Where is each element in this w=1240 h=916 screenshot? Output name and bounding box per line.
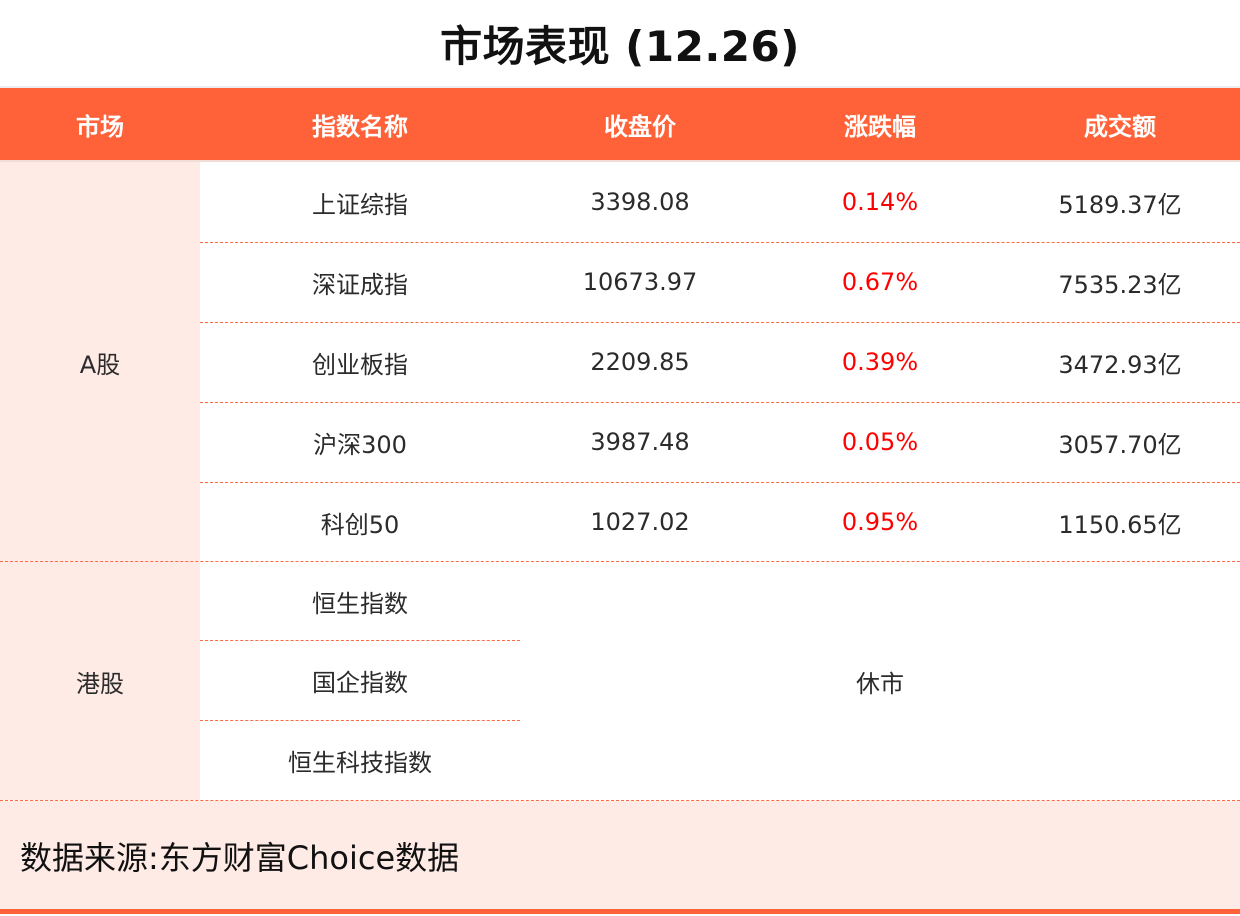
close-price: 2209.85 — [590, 348, 690, 376]
market-closed-status: 休市 — [856, 669, 904, 698]
volume: 5189.37亿 — [1058, 190, 1182, 219]
index-name: 国企指数 — [312, 668, 408, 697]
header-volume: 成交额 — [1084, 112, 1156, 141]
table-row: 深证成指 10673.97 0.67% 7535.23亿 — [200, 242, 1240, 322]
market-label-hk-shares: 港股 — [0, 562, 200, 800]
row-divider — [200, 402, 1240, 403]
volume: 7535.23亿 — [1058, 270, 1182, 299]
table-row: 科创50 1027.02 0.95% 1150.65亿 — [200, 482, 1240, 562]
header-market: 市场 — [76, 112, 124, 141]
section-a-shares: A股 上证综指 3398.08 0.14% 5189.37亿 深证成指 1067… — [0, 162, 1240, 562]
header-index-name: 指数名称 — [312, 112, 408, 141]
change-pct: 0.95% — [841, 508, 919, 536]
close-price: 3987.48 — [590, 428, 690, 456]
close-price: 3398.08 — [590, 188, 690, 216]
market-label-a-shares: A股 — [0, 162, 200, 562]
row-divider — [200, 640, 520, 641]
section-hk-shares: 港股 恒生指数 国企指数 恒生科技指数 休市 — [0, 562, 1240, 800]
index-name: 上证综指 — [312, 190, 408, 219]
table-row: 恒生科技指数 — [200, 720, 1240, 800]
row-divider — [200, 242, 1240, 243]
close-price: 1027.02 — [590, 508, 690, 536]
page-title: 市场表现 (12.26) — [440, 21, 800, 71]
close-price: 10673.97 — [582, 268, 698, 296]
section-divider — [0, 800, 1240, 801]
index-name: 深证成指 — [312, 270, 408, 299]
table-row: 国企指数 — [200, 640, 1240, 720]
volume: 3472.93亿 — [1058, 350, 1182, 379]
index-name: 科创50 — [320, 510, 400, 539]
table-row: 沪深300 3987.48 0.05% 3057.70亿 — [200, 402, 1240, 482]
change-pct: 0.14% — [841, 188, 919, 216]
section-divider — [0, 561, 1240, 562]
table-row: 创业板指 2209.85 0.39% 3472.93亿 — [200, 322, 1240, 402]
row-divider — [200, 482, 1240, 483]
index-name: 沪深300 — [313, 430, 407, 459]
row-divider — [200, 720, 520, 721]
row-divider — [200, 322, 1240, 323]
change-pct: 0.39% — [841, 348, 919, 376]
change-pct: 0.67% — [841, 268, 919, 296]
header-close-price: 收盘价 — [604, 112, 676, 141]
index-name: 创业板指 — [312, 350, 408, 379]
volume: 3057.70亿 — [1058, 430, 1182, 459]
table-header: 市场 指数名称 收盘价 涨跌幅 成交额 — [0, 86, 1240, 162]
data-source-footer: 数据来源:东方财富Choice数据 — [0, 801, 1240, 910]
volume: 1150.65亿 — [1058, 510, 1182, 539]
change-pct: 0.05% — [841, 428, 919, 456]
bottom-accent-bar — [0, 909, 1240, 914]
index-name: 恒生指数 — [312, 589, 408, 618]
table-row: 恒生指数 — [200, 562, 1240, 640]
table-row: 上证综指 3398.08 0.14% 5189.37亿 — [200, 162, 1240, 242]
index-name: 恒生科技指数 — [288, 748, 432, 777]
header-change-pct: 涨跌幅 — [844, 112, 916, 141]
